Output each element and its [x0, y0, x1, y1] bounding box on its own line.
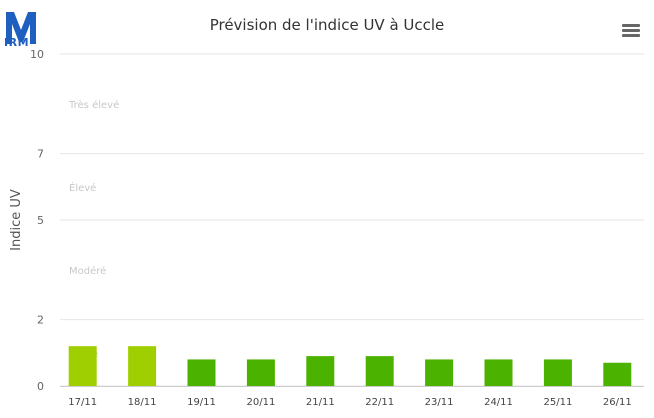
x-tick-label: 21/11 — [306, 397, 335, 408]
x-tick-label: 19/11 — [187, 397, 216, 408]
band-label: Élevé — [69, 181, 96, 194]
y-tick-label: 10 — [30, 48, 44, 61]
bar — [365, 356, 394, 386]
bar — [68, 346, 97, 386]
x-tick-label: 20/11 — [246, 397, 275, 408]
x-tick-label: 24/11 — [484, 397, 513, 408]
y-tick-label: 5 — [37, 214, 44, 227]
x-tick-label: 17/11 — [68, 397, 97, 408]
x-tick-label: 22/11 — [365, 397, 394, 408]
irm-logo — [6, 12, 36, 44]
y-tick-label: 0 — [37, 380, 44, 393]
x-tick-label: 25/11 — [543, 397, 572, 408]
y-tick-label: 7 — [37, 148, 44, 161]
bar — [306, 356, 335, 386]
y-tick-label: 2 — [37, 314, 44, 327]
band-label: Modéré — [69, 265, 106, 277]
x-tick-label: 23/11 — [425, 397, 454, 408]
bar — [543, 359, 572, 386]
bar — [603, 362, 632, 386]
x-tick-label: 18/11 — [128, 397, 157, 408]
band-label: Très élevé — [68, 99, 119, 111]
irm-logo-text: IRM — [4, 36, 30, 49]
x-tick-label: 26/11 — [603, 397, 632, 408]
bar — [128, 346, 157, 386]
bar — [484, 359, 513, 386]
hamburger-menu-icon[interactable] — [622, 24, 640, 38]
y-axis-title: Indice UV — [9, 189, 24, 251]
bar — [425, 359, 454, 386]
bar — [246, 359, 275, 386]
bar — [187, 359, 216, 386]
chart-title: Prévision de l'indice UV à Uccle — [209, 16, 445, 34]
